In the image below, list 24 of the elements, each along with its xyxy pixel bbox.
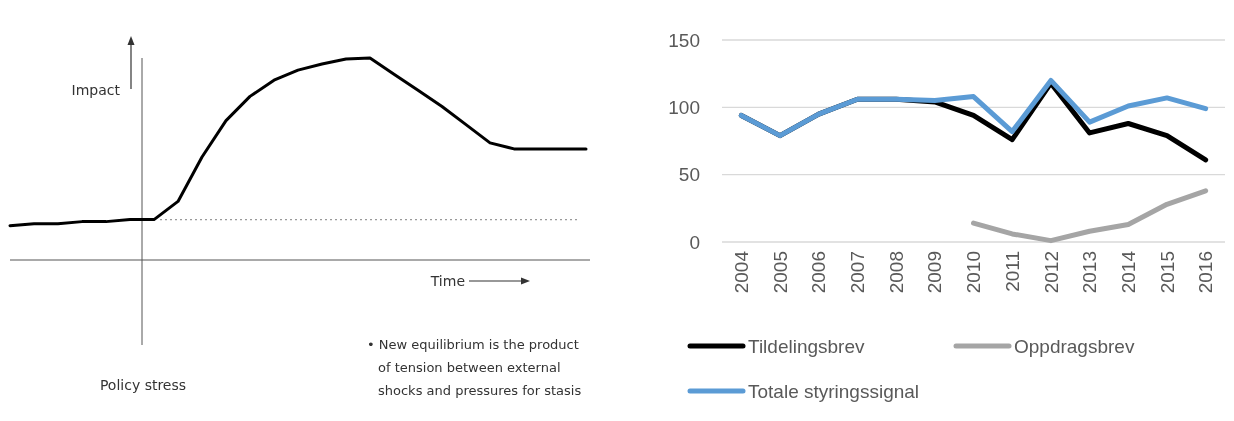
x-tick-label: 2012 bbox=[1040, 251, 1062, 294]
x-tick-label: 2010 bbox=[963, 251, 985, 294]
x-tick-label: 2006 bbox=[808, 251, 830, 294]
y-axis-title: Impact bbox=[71, 82, 121, 98]
x-tick-label: 2005 bbox=[769, 251, 791, 294]
x-tick-label: 2014 bbox=[1117, 250, 1139, 294]
text: Policy stress bbox=[99, 377, 187, 393]
legend-label: Tildelingsbrev bbox=[748, 335, 866, 357]
x-tick-label: 2008 bbox=[885, 251, 907, 294]
y-tick-label: 150 bbox=[668, 29, 700, 51]
y-tick-label: 0 bbox=[689, 231, 700, 253]
text: • New equilibrium is the product of tension between external shocks and pressures for stasis bbox=[367, 337, 582, 398]
x-axis-title: Time bbox=[429, 273, 465, 289]
x-tick-label: 2004 bbox=[731, 250, 752, 294]
x-tick-label: 2015 bbox=[1156, 251, 1178, 294]
x-tick-label: 2011 bbox=[1001, 251, 1023, 292]
y-tick-label: 100 bbox=[668, 96, 700, 118]
x-tick-label: 2009 bbox=[924, 251, 946, 294]
x-tick-label: 2016 bbox=[1195, 251, 1217, 294]
legend-label: Totale styringssignal bbox=[748, 380, 920, 402]
legend-label: Oppdragsbrev bbox=[1014, 335, 1135, 357]
x-tick-label: 2007 bbox=[847, 251, 869, 294]
x-tick-label: 2013 bbox=[1079, 251, 1101, 294]
y-tick-label: 50 bbox=[678, 164, 700, 186]
